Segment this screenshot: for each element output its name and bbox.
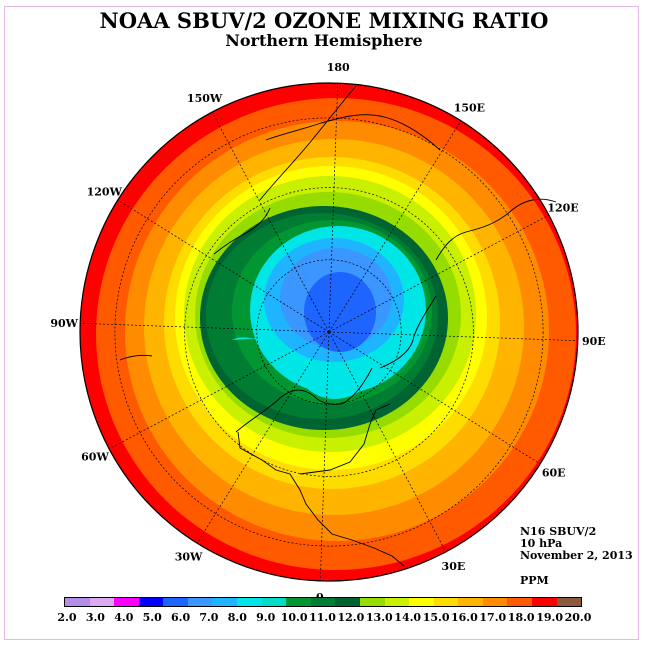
colorbar-tick-label: 17.0 <box>479 611 507 624</box>
ozone-field <box>80 83 578 581</box>
coast-namerica-east <box>299 403 391 475</box>
colorbar-swatch <box>482 598 508 606</box>
colorbar-swatch <box>384 598 410 606</box>
colorbar-tick-label: 7.0 <box>199 611 219 624</box>
longitude-labels: 030E60E90E120E150E180150W120W90W60W30W <box>50 61 605 604</box>
colorbar-tick-label: 10.0 <box>280 611 308 624</box>
colorbar-swatch <box>335 598 360 606</box>
meridian-line <box>328 83 339 333</box>
colorbar-tick-labels: 2.0 3.0 4.0 5.0 6.0 7.0 8.0 9.0 10.0 11.0 12.0 13.0… <box>0 611 648 625</box>
colorbar-swatch <box>114 598 139 606</box>
longitude-label: 90W <box>50 317 78 330</box>
pressure-level-label: 10 hPa <box>520 537 563 550</box>
colorbar-swatch <box>65 598 90 606</box>
longitude-label: 60E <box>542 466 566 479</box>
colorbar-swatch <box>409 598 434 606</box>
page-title: NOAA SBUV/2 OZONE MIXING RATIO <box>99 8 549 33</box>
units-label: PPM <box>520 574 549 587</box>
colorbar-swatch <box>531 598 557 606</box>
meridian-line <box>196 331 330 544</box>
meridian-line <box>328 214 550 333</box>
colorbar-swatch <box>89 598 115 606</box>
colorbar-tick-label: 18.0 <box>507 611 535 624</box>
colorbar-tick-label: 5.0 <box>142 611 162 624</box>
coast-namerica-west <box>237 431 405 567</box>
meridian-line <box>108 331 330 450</box>
colorbar-tick-label: 13.0 <box>365 611 393 624</box>
colorbar-tick-label: 15.0 <box>422 611 450 624</box>
colorbar-tick-label: 2.0 <box>57 611 77 624</box>
colorbar-tick-label: 14.0 <box>394 611 422 624</box>
longitude-label: 120E <box>547 202 578 215</box>
colorbar-swatch <box>359 598 385 606</box>
latitude-circle <box>184 187 474 477</box>
longitude-label: 150W <box>187 92 223 105</box>
coast-aleutian <box>119 354 153 361</box>
coast-greenland <box>379 295 437 369</box>
meridian-line <box>328 331 578 342</box>
colorbar-tick-label: 3.0 <box>85 611 105 624</box>
band-5 <box>304 272 376 352</box>
colorbar-tick-label: 8.0 <box>227 611 247 624</box>
coast-hudson <box>235 367 373 433</box>
coast-europe <box>435 198 557 261</box>
colorbar-swatch <box>458 598 483 606</box>
meridian-line <box>117 199 330 333</box>
figure-frame <box>4 6 639 640</box>
meridian-line <box>319 331 330 581</box>
meridian-line <box>211 111 330 333</box>
colorbar-tick-label: 19.0 <box>536 611 563 624</box>
meridian-line <box>328 331 447 553</box>
colorbar-tick-label: 6.0 <box>171 611 191 624</box>
colorbar-tick-label: 11.0 <box>309 611 336 624</box>
colorbar-tick-label: 4.0 <box>114 611 134 624</box>
meridian-line <box>80 322 330 333</box>
coast-alaska <box>213 207 271 255</box>
info-block: N16 SBUV/2 10 hPa November 2, 2013 <box>520 526 633 562</box>
colorbar <box>64 597 582 607</box>
longitude-label: 120W <box>87 186 123 199</box>
colorbar-swatch <box>212 598 238 606</box>
date-label: November 2, 2013 <box>520 549 633 562</box>
colorbar-swatch <box>237 598 262 606</box>
colorbar-swatch <box>433 598 459 606</box>
colorbar-tick-label: 12.0 <box>337 611 365 624</box>
colorbar-tick-label: 9.0 <box>256 611 276 624</box>
colorbar-swatch <box>138 598 164 606</box>
longitude-label: 60W <box>81 450 109 463</box>
colorbar-tick-label: 20.0 <box>564 611 592 624</box>
longitude-label: 30W <box>175 551 203 564</box>
colorbar-swatch <box>556 598 582 606</box>
colorbar-swatch <box>507 598 532 606</box>
page-subtitle: Northern Hemisphere <box>225 31 423 50</box>
coast-asia-east <box>259 85 357 201</box>
map-boundary <box>79 82 579 582</box>
longitude-label: 180 <box>327 61 350 74</box>
colorbar-swatch <box>163 598 188 606</box>
colorbar-swatch <box>187 598 213 606</box>
longitude-label: 90E <box>582 335 606 348</box>
latitude-circle <box>114 117 544 547</box>
colorbar-swatch <box>286 598 311 606</box>
longitude-label: 30E <box>442 560 466 573</box>
meridian-line <box>328 331 541 465</box>
colorbar-tick-label: 16.0 <box>450 611 478 624</box>
colorbar-swatch <box>261 598 287 606</box>
meridian-line <box>328 120 462 333</box>
longitude-label: 150E <box>454 101 485 114</box>
coast-siberia <box>265 114 441 151</box>
coastlines <box>119 85 557 567</box>
instrument-label: N16 SBUV/2 <box>520 525 597 538</box>
colorbar-swatch <box>310 598 336 606</box>
